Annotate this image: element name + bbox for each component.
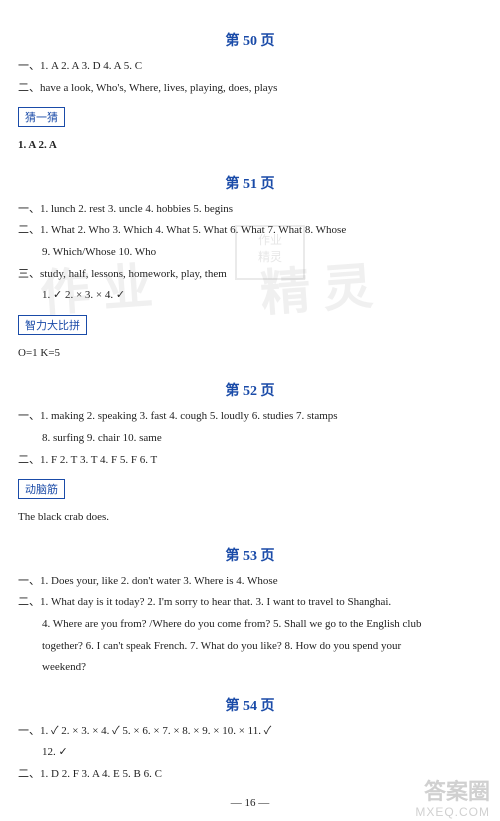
footer-page-number: 16 — [18, 797, 482, 809]
answer-line: 二、1. F 2. T 3. T 4. F 5. F 6. T — [18, 452, 482, 470]
answer-line: 9. Which/Whose 10. Who — [18, 244, 482, 262]
answer-line: 1. A 2. A — [18, 137, 482, 155]
answer-line: 三、study, half, lessons, homework, play, … — [18, 266, 482, 284]
answer-line: weekend? — [18, 659, 482, 677]
page-title-54: 第 54 页 — [18, 695, 482, 715]
answer-line: together? 6. I can't speak French. 7. Wh… — [18, 638, 482, 656]
answer-line: 4. Where are you from? /Where do you com… — [18, 616, 482, 634]
answer-line: 一、1. ✓ 2. × 3. × 4. ✓ 5. × 6. × 7. × 8. … — [18, 723, 482, 741]
answer-line: 二、1. What 2. Who 3. Which 4. What 5. Wha… — [18, 222, 482, 240]
answer-line: 一、1. making 2. speaking 3. fast 4. cough… — [18, 408, 482, 426]
page-title-52: 第 52 页 — [18, 380, 482, 400]
answer-line: 12. ✓ — [18, 744, 482, 762]
answer-line: The black crab does. — [18, 509, 482, 527]
page-title-53: 第 53 页 — [18, 545, 482, 565]
section-box-guess: 猜一猜 — [18, 107, 65, 127]
page-title-50: 第 50 页 — [18, 30, 482, 50]
watermark-url: MXEQ.COM — [415, 805, 490, 819]
answer-line: 一、1. Does your, like 2. don't water 3. W… — [18, 573, 482, 591]
answer-line: O=1 K=5 — [18, 345, 482, 363]
page-title-51: 第 51 页 — [18, 173, 482, 193]
section-box-iq: 智力大比拼 — [18, 315, 87, 335]
answer-line: 1. ✓ 2. × 3. × 4. ✓ — [18, 287, 482, 305]
answer-line: 一、1. lunch 2. rest 3. uncle 4. hobbies 5… — [18, 201, 482, 219]
answer-line: 二、1. D 2. F 3. A 4. E 5. B 6. C — [18, 766, 482, 784]
answer-line: 二、1. What day is it today? 2. I'm sorry … — [18, 594, 482, 612]
answer-line: 一、1. A 2. A 3. D 4. A 5. C — [18, 58, 482, 76]
answer-line: 8. surfing 9. chair 10. same — [18, 430, 482, 448]
section-box-think: 动脑筋 — [18, 479, 65, 499]
watermark-logo: 答案圈 — [424, 774, 490, 806]
answer-line: 二、have a look, Who's, Where, lives, play… — [18, 80, 482, 98]
